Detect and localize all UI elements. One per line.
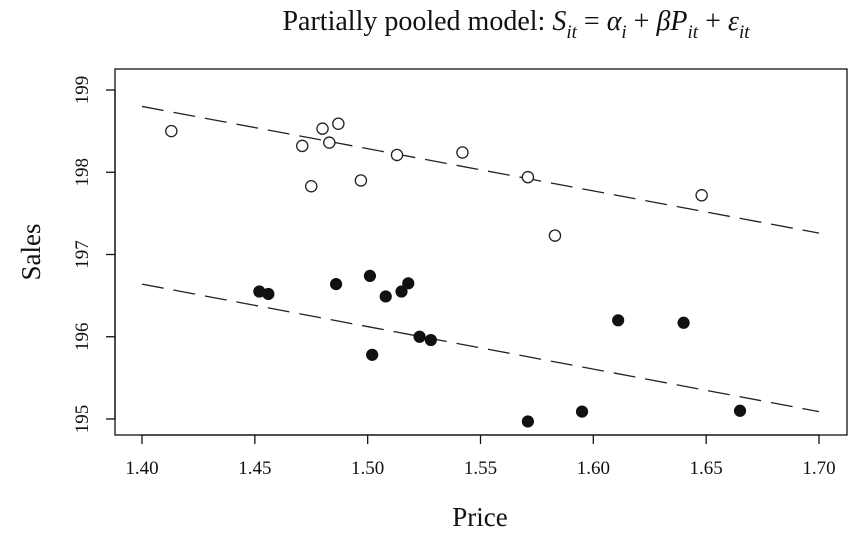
x-tick-label: 1.45	[238, 458, 271, 479]
regression-lines	[141, 105, 820, 413]
data-point-open	[548, 229, 562, 242]
data-point-filled	[262, 287, 275, 301]
y-axis: 195 196 197 198 199	[72, 76, 116, 434]
fit-line-open	[141, 105, 820, 234]
chart-title-equation-part: α	[607, 6, 623, 37]
y-tick-label: 197	[72, 240, 93, 269]
y-tick-label: 195	[72, 405, 93, 434]
data-point-open	[695, 189, 708, 202]
data-point-filled	[329, 278, 343, 291]
data-point-filled	[395, 285, 408, 298]
data-point-filled	[424, 333, 437, 347]
x-tick-label: 1.70	[802, 458, 835, 479]
chart-title-equation-part: it	[739, 22, 750, 43]
data-point-filled	[363, 269, 377, 282]
data-point-open	[316, 122, 329, 135]
data-point-filled	[677, 316, 690, 329]
y-axis-label: Sales	[16, 224, 46, 281]
data-point-open	[332, 117, 345, 130]
chart-title-equation-part: i	[621, 22, 626, 43]
data-point-filled	[521, 415, 534, 428]
data-point-open	[323, 136, 336, 149]
chart-title-equation-part: βP	[655, 6, 687, 37]
data-point-open	[521, 170, 535, 184]
x-tick-label: 1.40	[125, 458, 158, 479]
chart-title-equation-part: +	[698, 6, 728, 37]
chart-title-equation-part: =	[577, 6, 607, 37]
data-point-filled	[733, 404, 747, 417]
chart-title-equation-part: it	[566, 22, 577, 43]
data-points	[165, 117, 747, 428]
y-tick-label: 196	[72, 323, 93, 352]
chart-title-equation-part: S	[552, 6, 566, 37]
data-point-filled	[402, 277, 415, 290]
chart-title: Partially pooled model: Sit = αi + βPit …	[282, 6, 750, 43]
data-point-open	[456, 146, 469, 159]
data-point-open	[354, 174, 368, 187]
data-point-open	[295, 139, 309, 153]
x-tick-label: 1.65	[690, 458, 723, 479]
x-tick-label: 1.50	[351, 458, 384, 479]
data-point-filled	[413, 330, 426, 343]
data-point-filled	[575, 405, 589, 418]
chart-title-equation-part: +	[627, 6, 657, 37]
data-point-open	[304, 179, 318, 193]
x-tick-label: 1.55	[464, 458, 497, 479]
fit-line-filled	[141, 283, 820, 413]
plot-frame	[114, 68, 848, 436]
data-point-open	[390, 148, 404, 162]
chart-title-prefix: Partially pooled model:	[282, 6, 552, 37]
x-tick-label: 1.60	[577, 458, 610, 479]
y-tick-label: 199	[72, 76, 93, 105]
data-point-open	[165, 124, 178, 138]
x-axis: 1.40 1.45 1.50 1.55 1.60 1.65 1.70	[125, 434, 836, 479]
chart-title-equation-part: it	[688, 22, 699, 43]
data-point-filled	[366, 348, 379, 361]
data-point-filled	[379, 290, 392, 303]
x-axis-label: Price	[452, 502, 507, 532]
data-point-filled	[612, 314, 625, 327]
y-tick-label: 198	[72, 158, 93, 187]
chart-title-equation-part: ε	[728, 6, 739, 37]
